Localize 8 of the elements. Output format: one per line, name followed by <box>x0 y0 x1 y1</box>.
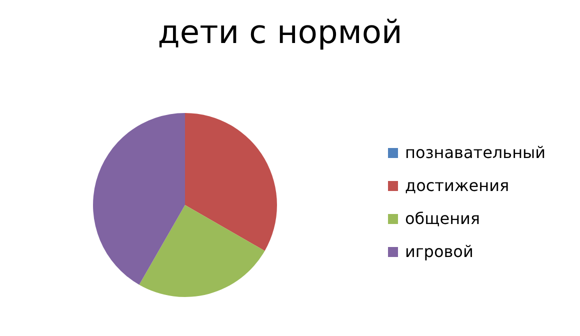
chart-title: дети с нормой <box>158 13 402 51</box>
pie-slice <box>185 113 277 251</box>
legend-label: познавательный <box>405 143 546 162</box>
pie-slice <box>93 113 185 285</box>
legend-label: общения <box>405 209 480 228</box>
legend-label: достижения <box>405 176 510 195</box>
legend-label: игровой <box>405 242 474 261</box>
pie-slice <box>139 205 265 297</box>
